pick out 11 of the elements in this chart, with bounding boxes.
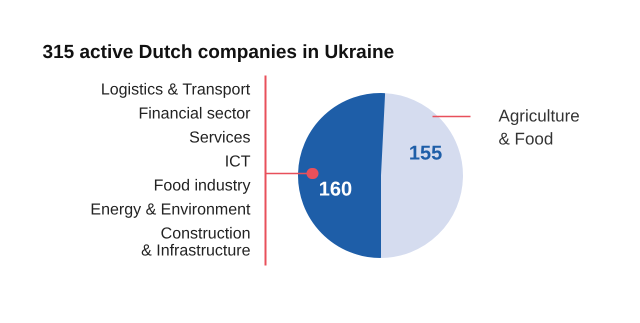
chart-title: 315 active Dutch companies in Ukraine <box>42 42 394 63</box>
text: Financial sector <box>138 106 252 122</box>
text: Logistics & Transport <box>100 82 251 98</box>
text: ICT <box>224 154 251 170</box>
text: Energy & Environment <box>90 202 252 218</box>
slice-label: Agriculture & Food <box>498 106 580 148</box>
text: Services <box>189 130 251 146</box>
data-label: 155 <box>408 142 442 164</box>
text: Construction & Infrastructure <box>141 226 251 260</box>
text: Food industry <box>154 178 250 194</box>
data-label: 160 <box>318 178 352 201</box>
